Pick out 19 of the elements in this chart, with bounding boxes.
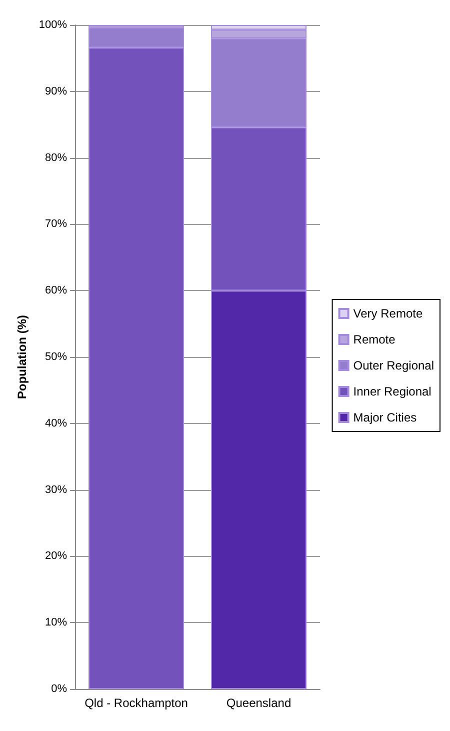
- y-tick-label: 30%: [45, 484, 68, 496]
- y-tick-label: 20%: [45, 550, 68, 562]
- legend-label: Outer Regional: [353, 358, 434, 372]
- legend-label: Very Remote: [353, 306, 423, 320]
- legend-label: Major Cities: [353, 410, 417, 424]
- x-tick-label: Queensland: [226, 696, 292, 710]
- legend-label: Inner Regional: [353, 384, 432, 398]
- y-tick-label: 90%: [45, 85, 68, 98]
- y-tick-label: 80%: [45, 152, 68, 164]
- y-tick-label: 70%: [45, 218, 68, 230]
- legend-label: Remote: [353, 332, 396, 346]
- y-tick-label: 10%: [45, 616, 68, 629]
- y-tick-label: 50%: [45, 351, 68, 363]
- y-tick-label: 40%: [45, 417, 68, 430]
- y-tick-label: 0%: [51, 683, 68, 695]
- x-tick-label: Qld - Rockhampton: [84, 696, 188, 710]
- y-tick-label: 60%: [45, 284, 68, 297]
- y-tick-label: 100%: [38, 19, 68, 31]
- y-axis-title: Population (%): [15, 315, 29, 399]
